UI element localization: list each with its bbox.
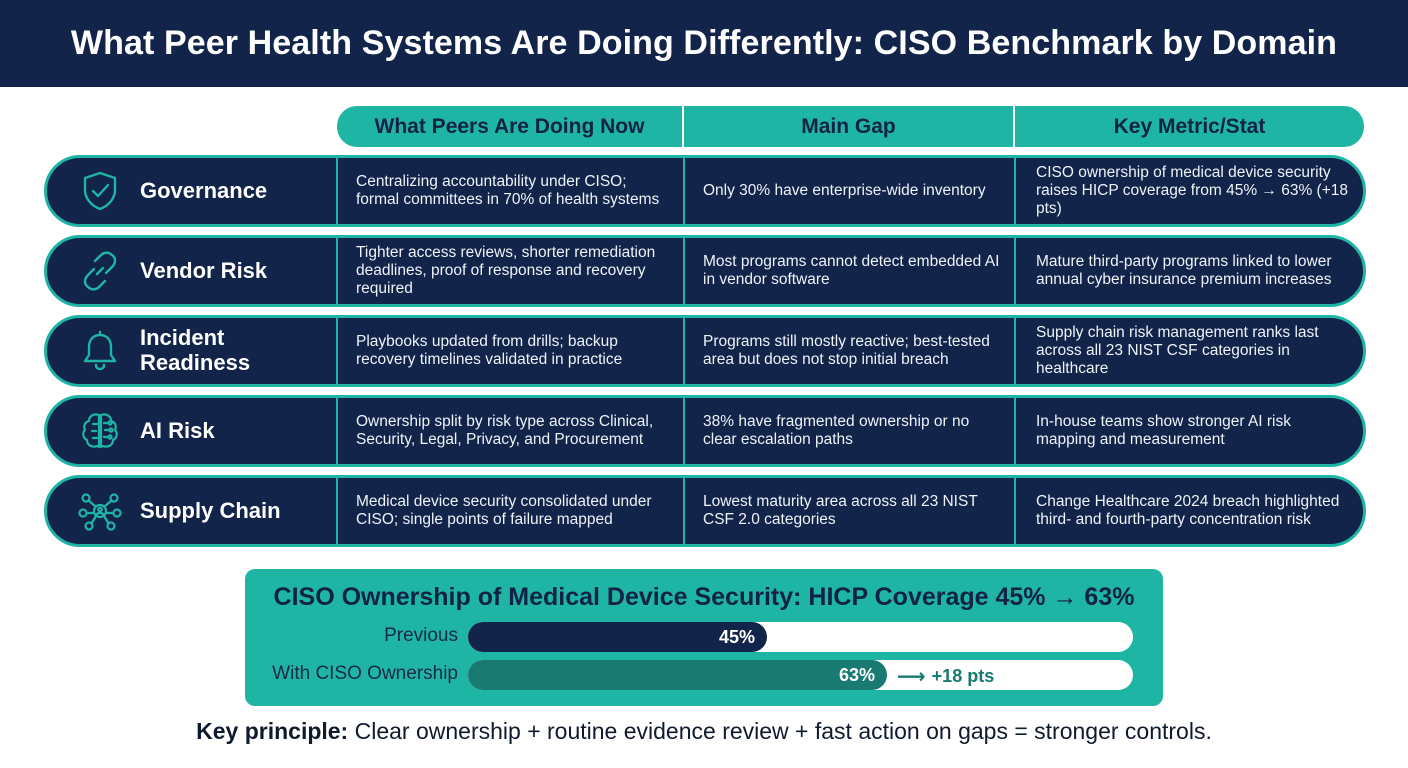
column-header-peers: What Peers Are Doing Now: [337, 106, 684, 147]
bar-row-with-ciso: With CISO Ownership 63% ⟶ +18 pts: [245, 660, 1163, 690]
column-header-metric: Key Metric/Stat: [1113, 114, 1266, 138]
domain-row-vendor-risk: Vendor Risk Tighter access reviews, shor…: [44, 235, 1366, 307]
bar-track: 63% ⟶ +18 pts: [468, 660, 1133, 690]
key-principle-label: Key principle:: [196, 718, 349, 744]
domain-row-ai-risk: AI Risk Ownership split by risk type acr…: [44, 395, 1366, 467]
bar-value-label: 45%: [718, 626, 755, 647]
metric-cell: Change Healthcare 2024 breach highlighte…: [1036, 493, 1340, 528]
gap-cell: Programs still mostly reactive; best-tes…: [685, 318, 1016, 384]
bar-label: With CISO Ownership: [272, 663, 458, 684]
column-header-gap: Main Gap: [684, 106, 1015, 147]
domain-name: Governance: [140, 177, 268, 203]
gap-cell: Only 30% have enterprise-wide inventory: [685, 158, 1016, 224]
domain-row-governance: Governance Centralizing accountability u…: [44, 155, 1366, 227]
peers-cell: Medical device security consolidated und…: [338, 478, 685, 544]
network-nodes-icon: [77, 488, 123, 534]
delta-annotation: ⟶ +18 pts: [897, 664, 994, 689]
bar-track: 45%: [468, 622, 1133, 652]
gap-cell: Most programs cannot detect embedded AI …: [685, 238, 1016, 304]
peers-cell: Playbooks updated from drills; backup re…: [338, 318, 685, 384]
coverage-chart-panel: CISO Ownership of Medical Device Securit…: [245, 569, 1163, 706]
key-principle-text: Clear ownership + routine evidence revie…: [354, 718, 1212, 744]
metric-cell: In-house teams show stronger AI risk map…: [1036, 413, 1292, 448]
bar-value-label: 63%: [838, 664, 875, 685]
domain-name: AI Risk: [140, 417, 215, 443]
page-title: What Peer Health Systems Are Doing Diffe…: [70, 24, 1338, 62]
domain-cell: Supply Chain: [47, 478, 338, 544]
domain-cell: Vendor Risk: [47, 238, 338, 304]
domain-name: Incident Readiness: [140, 325, 251, 375]
domain-cell: Incident Readiness: [47, 318, 338, 384]
bar-fill: 45%: [468, 622, 767, 652]
bar-fill: 63%: [468, 660, 887, 690]
domain-cell: AI Risk: [47, 398, 338, 464]
domain-row-incident-readiness: Incident Readiness Playbooks updated fro…: [44, 315, 1366, 387]
metric-cell: Mature third-party programs linked to lo…: [1036, 253, 1332, 288]
delta-label: +18 pts: [931, 666, 995, 686]
shield-check-icon: [77, 168, 123, 214]
key-principle: Key principle: Clear ownership + routine…: [0, 718, 1408, 745]
column-header-bar: What Peers Are Doing Now Main Gap Key Me…: [337, 106, 1364, 147]
metric-cell: Supply chain risk management ranks last …: [1036, 324, 1319, 377]
domain-row-supply-chain: Supply Chain Medical device security con…: [44, 475, 1366, 547]
metric-cell: CISO ownership of medical device securit…: [1036, 164, 1349, 217]
brain-circuit-icon: [77, 408, 123, 454]
gap-cell: 38% have fragmented ownership or no clea…: [685, 398, 1016, 464]
bar-row-previous: Previous 45%: [245, 622, 1163, 652]
domain-name: Vendor Risk: [140, 257, 268, 283]
title-bar: What Peer Health Systems Are Doing Diffe…: [0, 0, 1408, 87]
domain-name: Supply Chain: [140, 497, 281, 523]
bell-icon: [77, 328, 123, 374]
arrow-right-icon: ⟶: [897, 666, 926, 688]
peers-cell: Ownership split by risk type across Clin…: [338, 398, 685, 464]
domain-cell: Governance: [47, 158, 338, 224]
chart-title: CISO Ownership of Medical Device Securit…: [273, 583, 1135, 611]
peers-cell: Tighter access reviews, shorter remediat…: [338, 238, 685, 304]
gap-cell: Lowest maturity area across all 23 NIST …: [685, 478, 1016, 544]
peers-cell: Centralizing accountability under CISO; …: [338, 158, 685, 224]
bar-label: Previous: [384, 625, 458, 646]
link-icon: [77, 248, 123, 294]
